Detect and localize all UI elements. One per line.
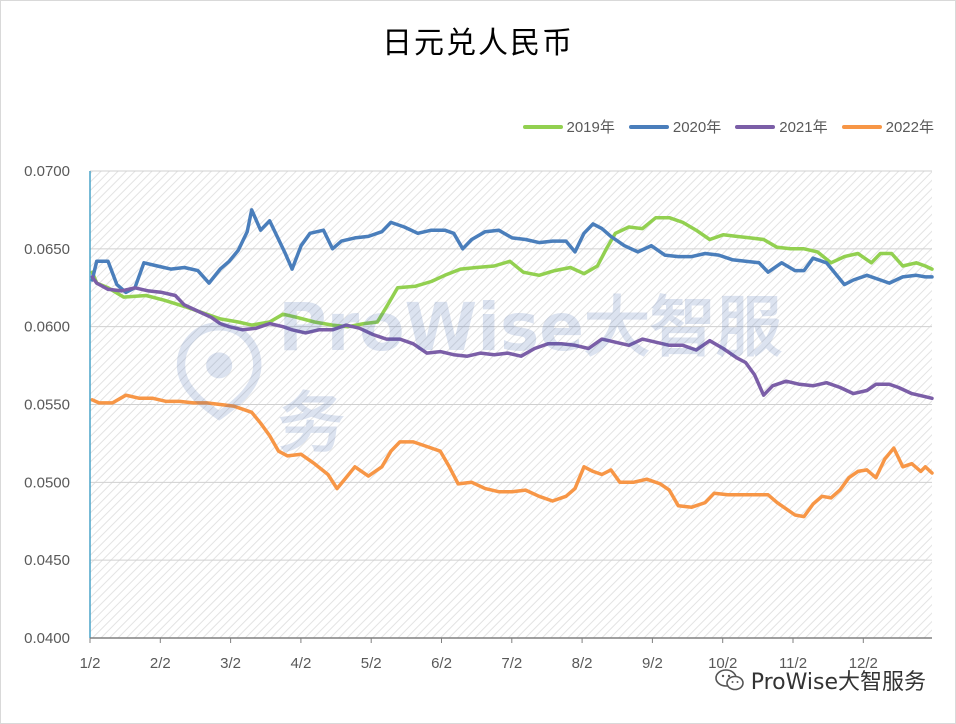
- series-line-2: [90, 208, 934, 295]
- legend-swatch: [522, 124, 563, 129]
- series-line-3: [90, 275, 934, 401]
- chart-title: 日元兑人民币: [382, 26, 574, 61]
- y-tick-label: 0.0700: [24, 163, 70, 180]
- x-tick-label: 7/2: [501, 655, 522, 672]
- y-tick-label: 0.0500: [24, 474, 70, 491]
- legend-swatch: [735, 124, 776, 129]
- legend-label: 2021年: [779, 119, 828, 136]
- x-tick-label: 6/2: [431, 655, 452, 672]
- x-tick-label: 5/2: [361, 655, 382, 672]
- y-tick-label: 0.0400: [24, 630, 70, 647]
- y-tick-label: 0.0450: [24, 552, 70, 569]
- y-tick-label: 0.0550: [24, 397, 70, 414]
- legend-item-3: 2021年: [735, 116, 828, 137]
- x-tick-label: 12/2: [849, 655, 878, 672]
- x-tick-label: 4/2: [290, 655, 311, 672]
- legend-item-1: 2019年: [522, 116, 615, 137]
- y-tick-label: 0.0650: [24, 241, 70, 258]
- legend-label: 2020年: [672, 119, 722, 136]
- x-tick-label: 1/2: [80, 655, 101, 672]
- legend-label: 2022年: [885, 119, 934, 136]
- x-tick-label: 9/2: [642, 655, 663, 672]
- x-tick-label: 8/2: [572, 655, 593, 672]
- y-tick-label: 0.0600: [24, 319, 70, 336]
- series-line-4: [90, 393, 934, 519]
- x-tick-label: 3/2: [220, 655, 241, 672]
- legend-item-4: 2022年: [841, 116, 934, 137]
- wechat-icon: [714, 669, 744, 691]
- legend-label: 2019年: [566, 119, 615, 136]
- series-line-1: [90, 215, 934, 329]
- legend-item-2: 2020年: [628, 116, 722, 137]
- legend-swatch: [628, 124, 669, 129]
- legend-swatch: [841, 124, 882, 129]
- footer-text: ProWise大智服务: [750, 670, 926, 695]
- x-tick-label: 10/2: [708, 655, 737, 672]
- legend: 2019年 2020年 2021年 2022年: [522, 116, 934, 137]
- footer-watermark: ProWise大智服务: [714, 664, 926, 696]
- x-tick-label: 11/2: [779, 655, 807, 672]
- x-tick-label: 2/2: [150, 655, 171, 672]
